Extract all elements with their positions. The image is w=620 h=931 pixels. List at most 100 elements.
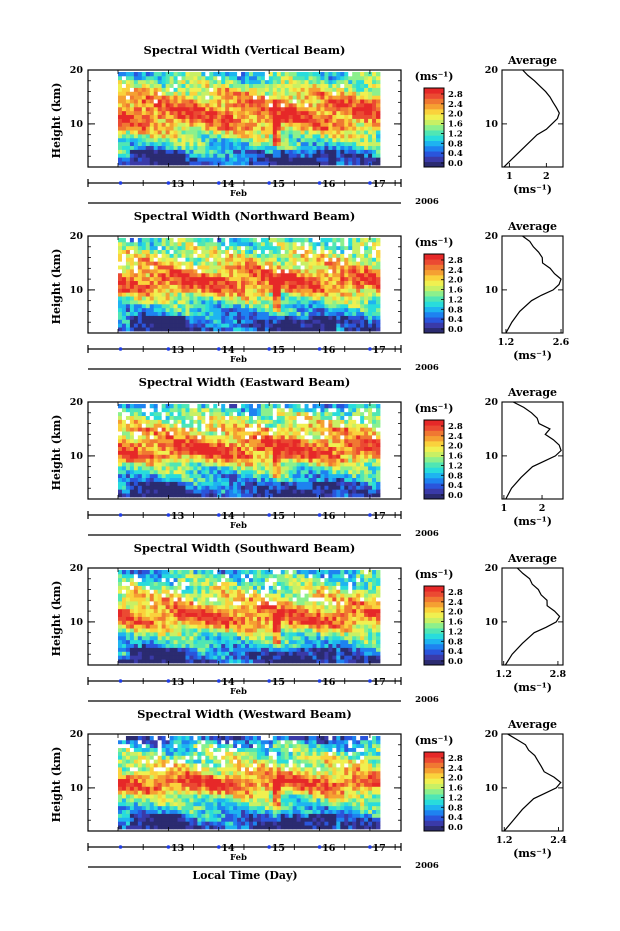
heatmap-cell	[312, 161, 317, 166]
heatmap-cell	[292, 481, 298, 486]
heatmap-cell	[268, 83, 274, 88]
heatmap-cell	[272, 489, 278, 494]
heatmap-cell	[237, 245, 242, 251]
heatmap-cell	[185, 265, 190, 270]
heatmap-cell	[356, 103, 361, 108]
heatmap-cell	[284, 466, 290, 471]
heatmap-cell	[348, 327, 353, 332]
heatmap-cell	[360, 493, 365, 498]
heatmap-cell	[344, 442, 349, 448]
heatmap-cell	[121, 477, 127, 482]
heatmap-cell	[129, 95, 135, 100]
heatmap-cell	[185, 153, 190, 158]
heatmap-cell	[300, 106, 305, 112]
heatmap-cell	[221, 114, 226, 119]
heatmap-cell	[137, 141, 143, 147]
heatmap-cell	[360, 407, 365, 413]
heatmap-cell	[284, 411, 290, 417]
heatmap-cell	[217, 83, 222, 88]
heatmap-cell	[360, 106, 365, 112]
heatmap-cell	[129, 265, 135, 270]
heatmap-cell	[133, 466, 139, 471]
heatmap-cell	[121, 269, 127, 274]
heatmap-cell	[356, 99, 361, 104]
heatmap-cell	[185, 419, 190, 424]
heatmap-cell	[161, 423, 167, 428]
heatmap-cell	[185, 253, 190, 258]
heatmap-cell	[276, 303, 282, 309]
heatmap-cell	[181, 261, 186, 266]
heatmap-cell	[280, 411, 286, 417]
heatmap-cell	[284, 253, 290, 258]
heatmap-cell	[233, 141, 238, 147]
heatmap-cell	[308, 450, 313, 455]
heatmap-cell	[149, 99, 155, 104]
heatmap-cell	[249, 157, 254, 162]
heatmap-cell	[292, 161, 298, 166]
heatmap-cell	[201, 442, 206, 448]
heatmap-cell	[340, 245, 345, 251]
heatmap-cell	[308, 311, 313, 316]
heatmap-cell	[213, 469, 218, 475]
heatmap-cell	[233, 91, 238, 96]
heatmap-cell	[256, 477, 262, 482]
heatmap-cell	[229, 137, 234, 143]
heatmap-cell	[197, 149, 202, 154]
heatmap-cell	[161, 87, 167, 92]
heatmap-cell	[344, 99, 349, 104]
heatmap-cell	[268, 118, 274, 123]
heatmap-cell	[185, 122, 190, 127]
heatmap-cell	[233, 419, 238, 424]
heatmap-cell	[225, 323, 230, 328]
heatmap-cell	[356, 300, 361, 305]
heatmap-cell	[193, 411, 198, 417]
heatmap-cell	[201, 141, 206, 147]
heatmap-cell	[328, 477, 333, 482]
heatmap-cell	[157, 257, 163, 262]
heatmap-cell	[296, 83, 302, 88]
heatmap-cell	[118, 122, 123, 127]
heatmap-cell	[249, 458, 254, 463]
heatmap-cell	[332, 130, 337, 135]
heatmap-cell	[241, 137, 246, 143]
heatmap-cell	[336, 419, 341, 424]
heatmap-cell	[149, 427, 155, 432]
heatmap-cell	[153, 72, 159, 77]
heatmap-cell	[320, 411, 325, 417]
heatmap-cell	[213, 238, 218, 243]
heatmap-cell	[328, 253, 333, 258]
heatmap-cell	[177, 442, 182, 448]
heatmap-cell	[129, 72, 135, 77]
heatmap-cell	[368, 253, 373, 258]
heatmap-cell	[157, 489, 163, 494]
heatmap-cell	[276, 327, 282, 332]
heatmap-cell	[157, 83, 163, 88]
heatmap-cell	[245, 137, 250, 143]
heatmap-cell	[245, 489, 250, 494]
heatmap-cell	[372, 442, 377, 448]
heatmap-cell	[193, 153, 198, 158]
heatmap-cell	[149, 327, 155, 332]
heatmap-cell	[260, 253, 266, 258]
heatmap-cell	[372, 272, 377, 278]
heatmap-cell	[233, 72, 238, 77]
heatmap-cell	[169, 99, 174, 104]
heatmap-cell	[221, 276, 226, 282]
heatmap-cell	[352, 87, 357, 92]
heatmap-cell	[268, 103, 274, 108]
heatmap-cell	[249, 253, 254, 258]
heatmap-cell	[169, 466, 174, 471]
heatmap-cell	[189, 265, 194, 270]
heatmap-cell	[372, 466, 377, 471]
heatmap-cell	[193, 83, 198, 88]
heatmap-cell	[284, 485, 290, 490]
heatmap-cell	[296, 122, 302, 127]
heatmap-cell	[264, 454, 270, 459]
heatmap-cell	[324, 481, 329, 486]
heatmap-cell	[312, 404, 317, 409]
heatmap-cell	[372, 431, 377, 436]
heatmap-cell	[264, 110, 270, 116]
heatmap-cell	[193, 450, 198, 455]
heatmap-cell	[161, 485, 167, 490]
heatmap-cell	[364, 284, 369, 289]
